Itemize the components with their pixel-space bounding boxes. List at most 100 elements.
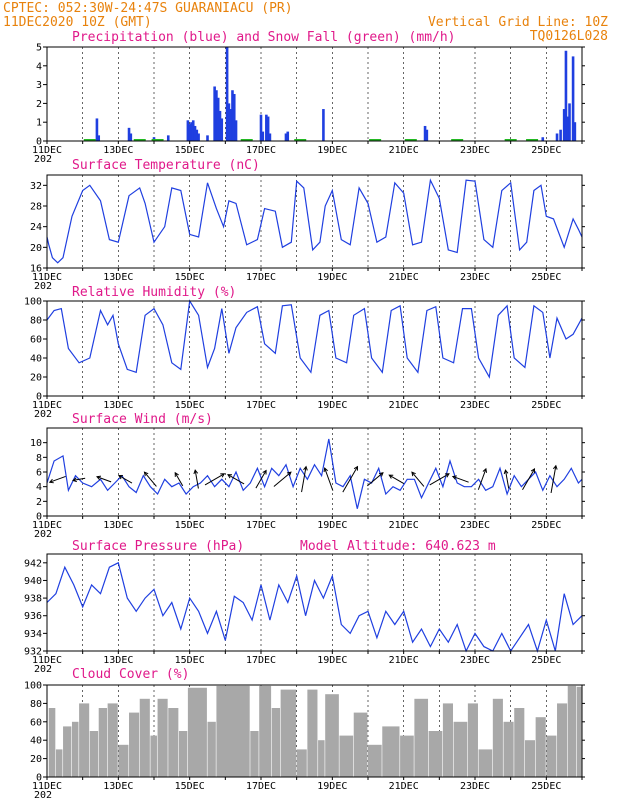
wind-arrow-head (411, 471, 416, 477)
precip-bar (97, 135, 101, 141)
wind-arrow-head (503, 469, 509, 475)
y-tick-label: 20 (30, 373, 42, 384)
wind-arrow (194, 470, 199, 489)
x-year-label: 202 (34, 664, 52, 675)
cloud-bar (157, 698, 168, 777)
x-tick-label: 25DEC (531, 145, 561, 156)
y-tick-label: 16 (30, 264, 42, 275)
y-tick-label: 10 (30, 438, 42, 449)
x-tick-label: 21DEC (389, 272, 419, 283)
x-tick-label: 13DEC (103, 781, 133, 792)
precip-bar (213, 86, 216, 141)
precip-bar (218, 110, 222, 141)
wind-arrow (411, 471, 425, 487)
x-tick-label: 19DEC (317, 272, 347, 283)
cloud-bar (453, 721, 468, 777)
y-tick-label: 24 (30, 222, 42, 233)
cloud-bar (107, 703, 118, 777)
precip-bar (186, 120, 190, 141)
y-tick-label: 80 (30, 316, 42, 327)
snow-bar (504, 139, 517, 141)
humidity-title: Relative Humidity (%) (72, 285, 236, 300)
wind-arrow-head (303, 465, 308, 471)
precip-bar (206, 135, 209, 141)
x-tick-label: 15DEC (175, 655, 205, 666)
cloud-bar (557, 703, 568, 777)
x-year-label: 202 (34, 154, 52, 165)
precip-bar (229, 109, 232, 141)
precip-bar (190, 122, 193, 141)
precip-bar (559, 129, 562, 141)
cloud-bar (514, 708, 525, 777)
wind-arrow (522, 468, 535, 490)
cloud-bar (400, 735, 414, 777)
precip-bar (284, 133, 288, 141)
wind-panel: Surface Wind (m/s) 0 2 4 6 8 10 11DEC 13DEC 15DEC… (30, 412, 585, 540)
cloud-bar (428, 731, 443, 777)
cloud-bar (150, 735, 157, 777)
precip-bar (216, 97, 220, 141)
x-tick-label: 17DEC (246, 400, 276, 411)
precip-bar (555, 133, 559, 141)
snow-bar (404, 139, 417, 141)
cloud-bar (353, 712, 368, 777)
header-station-line: CPTEC: 052:30W-24:47S GUARANIACU (PR) (3, 1, 293, 16)
snow-bar (526, 139, 539, 141)
x-tick-label: 11DEC (32, 145, 62, 156)
precip-bar (127, 127, 131, 141)
wind-arrow-head (530, 468, 536, 473)
x-tick-label: 15DEC (175, 145, 205, 156)
x-tick-label: 15DEC (175, 272, 205, 283)
x-tick-label: 25DEC (531, 400, 561, 411)
precipitation-panel: Precipitation (blue) and Snow Fall (gree… (32, 30, 585, 165)
pressure-title: Surface Pressure (hPa) (72, 539, 244, 554)
y-tick-label: 5 (36, 43, 42, 54)
wind-arrow (324, 467, 334, 491)
cloud-bar (492, 698, 503, 777)
wind-arrow-head (48, 478, 54, 484)
snow-bar (83, 139, 96, 141)
x-tick-label: 11DEC (32, 655, 62, 666)
x-tick-label: 23DEC (460, 655, 490, 666)
cloud-bar (139, 698, 150, 777)
wind-arrow (204, 473, 225, 486)
snow-bar (451, 139, 464, 141)
x-tick-label: 25DEC (531, 655, 561, 666)
precip-bar (227, 103, 231, 141)
cloud-bar (89, 731, 99, 777)
x-tick-label: 15DEC (175, 400, 205, 411)
x-tick-label: 11DEC (32, 520, 62, 531)
y-tick-label: 2 (36, 99, 42, 110)
precipitation-frame (46, 46, 583, 142)
precip-bar (195, 129, 199, 141)
precip-bar (166, 135, 170, 141)
wind-arrow-head (451, 475, 457, 480)
precip-bar (564, 50, 568, 142)
x-tick-label: 13DEC (103, 145, 133, 156)
wind-arrow-head (552, 464, 558, 470)
y-tick-label: 40 (30, 354, 42, 365)
x-tick-label: 25DEC (531, 272, 561, 283)
precip-bar (197, 133, 200, 141)
x-tick-label: 23DEC (460, 145, 490, 156)
y-tick-label: 4 (36, 482, 42, 493)
x-tick-label: 25DEC (531, 781, 561, 792)
humidity-panel: Relative Humidity (%) 0 20 40 60 80 100 11DEC 13… (24, 285, 585, 420)
wind-arrow (174, 472, 184, 487)
y-tick-label: 0 (36, 512, 42, 523)
precip-bar (425, 129, 429, 141)
precip-bar (571, 56, 575, 141)
y-tick-label: 40 (30, 736, 42, 747)
snow-bar (240, 139, 253, 141)
wind-arrow (452, 475, 469, 483)
cloud-bar (368, 744, 382, 777)
wind-arrow-head (143, 471, 149, 477)
cloud-bar (524, 740, 536, 777)
precip-bar (232, 94, 236, 141)
wind-arrow (429, 473, 450, 486)
cloud-bar (178, 731, 188, 777)
wind-arrow-head (353, 465, 359, 471)
cloud-bar (216, 685, 250, 777)
x-tick-label: 21DEC (389, 145, 419, 156)
